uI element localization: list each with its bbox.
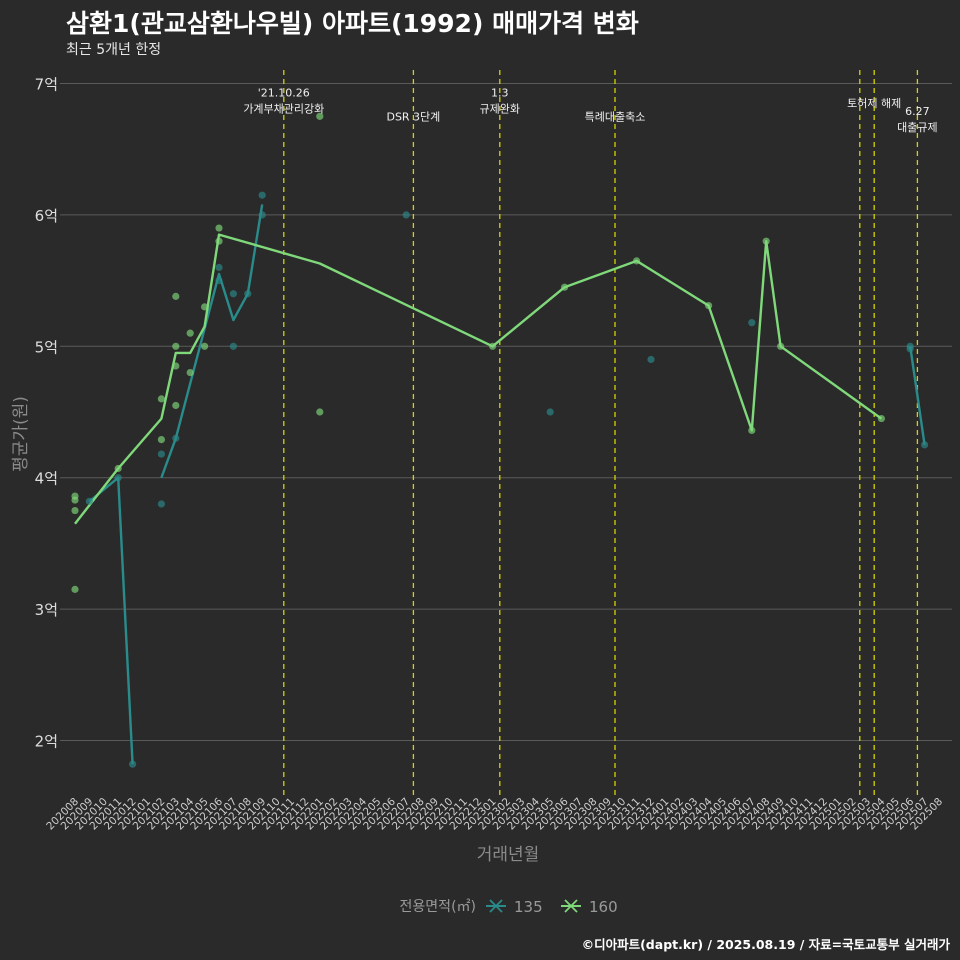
- data-point-160: [215, 224, 223, 232]
- data-point-135: [172, 434, 180, 442]
- data-point-160: [172, 401, 180, 410]
- y-tick-label: 7억: [35, 76, 58, 94]
- data-point-160: [114, 464, 122, 473]
- x-tick-labels: 2020082020092020102020112020122021012021…: [44, 795, 945, 832]
- series-line-160: [74, 233, 883, 525]
- data-point-135: [748, 319, 756, 327]
- data-point-160: [877, 414, 886, 423]
- data-point-135: [244, 290, 252, 298]
- data-point-135: [546, 408, 554, 416]
- data-point-135: [229, 342, 237, 350]
- chart-title: 삼환1(관교삼환나우빌) 아파트(1992) 매매가격 변화: [66, 9, 639, 38]
- data-point-135: [402, 211, 410, 219]
- data-point-160: [71, 496, 79, 504]
- data-point-160: [215, 237, 223, 245]
- data-point-160: [172, 292, 180, 300]
- y-tick-label: 3억: [35, 601, 58, 619]
- data-point-160: [157, 395, 165, 403]
- legend-label: 160: [589, 898, 618, 916]
- y-tick-label: 6억: [35, 207, 58, 225]
- data-point-135: [647, 355, 655, 364]
- event-lines: [283, 70, 919, 795]
- legend-key-cross: [564, 899, 578, 913]
- data-point-160: [705, 301, 713, 310]
- data-point-135: [215, 263, 223, 272]
- legend-item-135: 135: [486, 898, 543, 916]
- y-tick-label: 2억: [35, 733, 58, 751]
- event-label: 1.3 규제완화: [480, 87, 520, 116]
- data-point-135: [215, 277, 223, 285]
- data-point-135: [129, 760, 137, 768]
- data-point-160: [201, 303, 209, 311]
- chart-subtitle: 최근 5개년 한정: [66, 42, 162, 58]
- data-point-160: [71, 506, 79, 515]
- legend-label: 135: [514, 898, 543, 916]
- event-label: '21.10.26 가계부채관리강화: [243, 87, 324, 116]
- data-point-135: [906, 342, 914, 350]
- data-point-160: [201, 342, 209, 350]
- y-tick-labels: 2억 3억 4억 5억 6억 7억: [35, 76, 58, 751]
- data-point-160: [172, 362, 180, 370]
- event-label: 6.27 대출규제: [897, 105, 937, 134]
- data-point-135: [921, 441, 929, 449]
- data-point-135: [258, 191, 266, 199]
- event-label: 특례대출축소: [585, 110, 646, 123]
- data-point-160: [748, 426, 756, 434]
- data-point-160: [316, 408, 324, 416]
- data-point-160: [762, 237, 770, 245]
- legend-item-160: 160: [561, 898, 618, 916]
- data-point-160: [186, 329, 194, 337]
- source-caption: ©디아파트(dapt.kr) / 2025.08.19 / 자료=국토교통부 실…: [581, 937, 950, 952]
- data-point-135: [85, 497, 93, 505]
- y-axis-label: 평균가(원): [11, 396, 31, 472]
- y-tick-label: 4억: [35, 470, 58, 488]
- data-point-135: [114, 474, 122, 482]
- data-point-160: [172, 342, 180, 350]
- series-line-135: [88, 204, 926, 765]
- x-axis-label: 거래년월: [477, 845, 540, 865]
- grid-lines: [60, 83, 952, 741]
- y-tick-label: 5억: [35, 338, 58, 356]
- legend: 전용면적(㎡) 135 160: [400, 898, 618, 916]
- data-point-160: [489, 342, 497, 350]
- data-point-160: [71, 585, 79, 593]
- data-points: [71, 112, 929, 768]
- legend-title: 전용면적(㎡): [400, 899, 476, 915]
- data-point-160: [777, 342, 785, 350]
- data-point-160: [561, 283, 569, 291]
- event-label: 토허제 해제: [847, 96, 901, 110]
- data-point-160: [157, 435, 165, 444]
- data-point-135: [157, 500, 165, 508]
- data-point-135: [258, 211, 266, 219]
- data-point-160: [316, 112, 324, 120]
- data-point-135: [229, 290, 237, 298]
- data-point-160: [186, 368, 194, 377]
- data-point-135: [157, 450, 165, 458]
- event-label: DSR 3단계: [386, 110, 440, 123]
- data-point-160: [633, 257, 641, 265]
- legend-key-cross: [489, 899, 503, 913]
